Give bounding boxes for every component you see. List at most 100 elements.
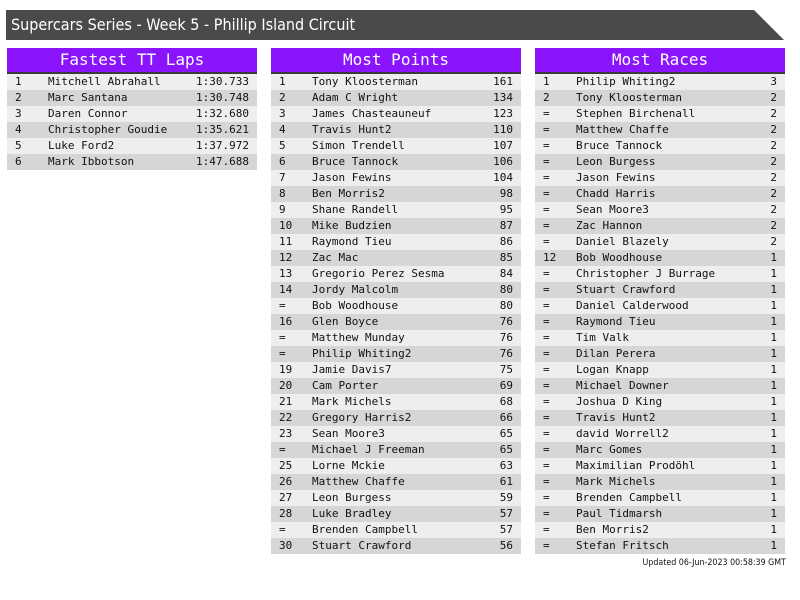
table-row: 16 Glen Boyce 76 bbox=[271, 314, 521, 330]
table-row: 2 Adam C Wright 134 bbox=[271, 90, 521, 106]
table-row: = Mark Michels 1 bbox=[535, 474, 785, 490]
rank-cell: = bbox=[543, 443, 550, 456]
rank-cell: = bbox=[543, 427, 550, 440]
name-cell: Brenden Campbell bbox=[312, 523, 418, 536]
value-cell: 134 bbox=[493, 91, 513, 104]
name-cell: Marc Santana bbox=[48, 91, 128, 104]
value-cell: 2 bbox=[770, 155, 777, 168]
name-cell: Simon Trendell bbox=[312, 139, 405, 152]
value-cell: 65 bbox=[499, 443, 513, 456]
rank-cell: 30 bbox=[279, 539, 293, 552]
rank-cell: = bbox=[543, 171, 550, 184]
rank-cell: = bbox=[543, 411, 550, 424]
rank-cell: = bbox=[543, 139, 550, 152]
name-cell: Ben Morris2 bbox=[576, 523, 649, 536]
rank-cell: = bbox=[543, 507, 550, 520]
name-cell: Luke Bradley bbox=[312, 507, 392, 520]
value-cell: 161 bbox=[493, 75, 513, 88]
name-cell: Joshua D King bbox=[576, 395, 663, 408]
table-row: = david Worrell2 1 bbox=[535, 426, 785, 442]
name-cell: Adam C Wright bbox=[312, 91, 399, 104]
table-row: = Michael Downer 1 bbox=[535, 378, 785, 394]
value-cell: 2 bbox=[770, 203, 777, 216]
table-row: 1 Mitchell Abrahall 1:30.733 bbox=[7, 74, 257, 90]
name-cell: Mike Budzien bbox=[312, 219, 392, 232]
rank-cell: = bbox=[543, 155, 550, 168]
table-row: 23 Sean Moore3 65 bbox=[271, 426, 521, 442]
value-cell: 1 bbox=[770, 267, 777, 280]
value-cell: 1 bbox=[770, 347, 777, 360]
rank-cell: = bbox=[543, 475, 550, 488]
name-cell: Raymond Tieu bbox=[576, 315, 656, 328]
rank-cell: 23 bbox=[279, 427, 293, 440]
value-cell: 84 bbox=[499, 267, 513, 280]
value-cell: 1:30.748 bbox=[196, 91, 249, 104]
panel-title: Most Points bbox=[271, 48, 521, 74]
rank-cell: 4 bbox=[279, 123, 286, 136]
page-title: Supercars Series - Week 5 - Phillip Isla… bbox=[11, 15, 356, 34]
value-cell: 2 bbox=[770, 139, 777, 152]
rank-cell: 1 bbox=[279, 75, 286, 88]
table-row: = Maximilian Prodöhl 1 bbox=[535, 458, 785, 474]
table-row: 5 Simon Trendell 107 bbox=[271, 138, 521, 154]
name-cell: Tony Kloosterman bbox=[576, 91, 682, 104]
value-cell: 65 bbox=[499, 427, 513, 440]
table-row: = Stephen Birchenall 2 bbox=[535, 106, 785, 122]
name-cell: James Chasteauneuf bbox=[312, 107, 432, 120]
table-row: 6 Bruce Tannock 106 bbox=[271, 154, 521, 170]
name-cell: Zac Mac bbox=[312, 251, 359, 264]
name-cell: david Worrell2 bbox=[576, 427, 669, 440]
rank-cell: 2 bbox=[543, 91, 550, 104]
name-cell: Christopher J Burrage bbox=[576, 267, 716, 280]
table-row: = Daniel Calderwood 1 bbox=[535, 298, 785, 314]
updated-timestamp: Updated 06-Jun-2023 00:58:39 GMT bbox=[642, 558, 786, 568]
table-row: = Raymond Tieu 1 bbox=[535, 314, 785, 330]
table-row: 2 Tony Kloosterman 2 bbox=[535, 90, 785, 106]
panel-title: Fastest TT Laps bbox=[7, 48, 257, 74]
name-cell: Glen Boyce bbox=[312, 315, 379, 328]
name-cell: Zac Hannon bbox=[576, 219, 643, 232]
name-cell: Paul Tidmarsh bbox=[576, 507, 663, 520]
rank-cell: 5 bbox=[279, 139, 286, 152]
table-row: 9 Shane Randell 95 bbox=[271, 202, 521, 218]
leaderboard-list: 1 Mitchell Abrahall 1:30.733 2 Marc Santana 1… bbox=[7, 74, 257, 170]
table-row: = Stuart Crawford 1 bbox=[535, 282, 785, 298]
name-cell: Brenden Campbell bbox=[576, 491, 682, 504]
name-cell: Matthew Chaffe bbox=[312, 475, 405, 488]
name-cell: Jason Fewins bbox=[576, 171, 656, 184]
name-cell: Philip Whiting2 bbox=[312, 347, 412, 360]
value-cell: 1 bbox=[770, 331, 777, 344]
name-cell: Tony Kloosterman bbox=[312, 75, 418, 88]
table-row: 30 Stuart Crawford 56 bbox=[271, 538, 521, 554]
table-row: 14 Jordy Malcolm 80 bbox=[271, 282, 521, 298]
name-cell: Ben Morris2 bbox=[312, 187, 385, 200]
table-row: = Matthew Chaffe 2 bbox=[535, 122, 785, 138]
table-row: 21 Mark Michels 68 bbox=[271, 394, 521, 410]
table-row: 1 Tony Kloosterman 161 bbox=[271, 74, 521, 90]
rank-cell: 22 bbox=[279, 411, 293, 424]
name-cell: Travis Hunt2 bbox=[576, 411, 656, 424]
table-row: 1 Philip Whiting2 3 bbox=[535, 74, 785, 90]
value-cell: 63 bbox=[499, 459, 513, 472]
name-cell: Logan Knapp bbox=[576, 363, 649, 376]
rank-cell: = bbox=[279, 523, 286, 536]
value-cell: 1 bbox=[770, 475, 777, 488]
rank-cell: 27 bbox=[279, 491, 293, 504]
table-row: = Joshua D King 1 bbox=[535, 394, 785, 410]
value-cell: 68 bbox=[499, 395, 513, 408]
value-cell: 1 bbox=[770, 459, 777, 472]
name-cell: Matthew Chaffe bbox=[576, 123, 669, 136]
value-cell: 3 bbox=[770, 75, 777, 88]
name-cell: Raymond Tieu bbox=[312, 235, 392, 248]
value-cell: 1 bbox=[770, 315, 777, 328]
table-row: = Chadd Harris 2 bbox=[535, 186, 785, 202]
value-cell: 98 bbox=[499, 187, 513, 200]
rank-cell: 3 bbox=[15, 107, 22, 120]
value-cell: 80 bbox=[499, 299, 513, 312]
value-cell: 75 bbox=[499, 363, 513, 376]
name-cell: Mitchell Abrahall bbox=[48, 75, 161, 88]
rank-cell: = bbox=[543, 347, 550, 360]
name-cell: Matthew Munday bbox=[312, 331, 405, 344]
rank-cell: 12 bbox=[543, 251, 557, 264]
value-cell: 86 bbox=[499, 235, 513, 248]
